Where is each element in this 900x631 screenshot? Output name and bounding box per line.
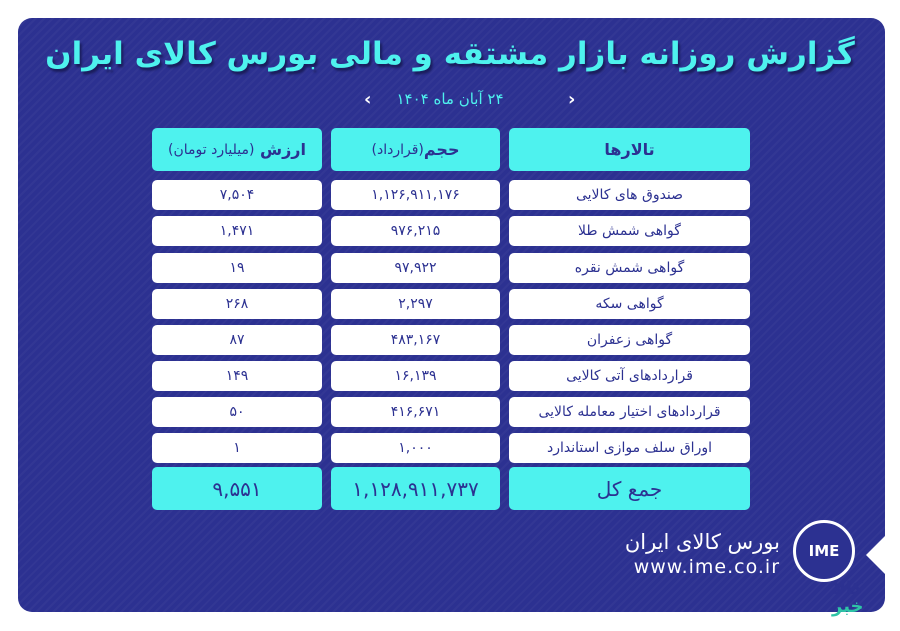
total-label: جمع کل — [509, 467, 750, 510]
brand-block: بورس کالای ایران www.ime.co.ir — [610, 530, 780, 578]
page-title: گزارش روزانه بازار مشتقه و مالی بورس کال… — [45, 36, 855, 72]
chevron-left-icon: ‹ — [364, 89, 372, 110]
row-name: قراردادهای آتی کالایی — [509, 361, 750, 391]
watermark-top: کالا — [832, 578, 864, 599]
header-volume: حجم (قرارداد) — [331, 128, 500, 171]
header-value-unit: (میلیارد تومان) — [168, 141, 255, 158]
watermark-logo: کالا خبر — [832, 580, 864, 616]
row-name: اوراق سلف موازی استاندارد — [509, 433, 750, 463]
row-name: گواهی شمش نقره — [509, 253, 750, 283]
row-value: ۵۰ — [152, 397, 322, 427]
row-volume: ۱,۱۲۶,۹۱۱,۱۷۶ — [331, 180, 500, 210]
row-value: ۸۷ — [152, 325, 322, 355]
row-value: ۱۹ — [152, 253, 322, 283]
watermark-bottom: خبر — [832, 596, 864, 617]
row-name: گواهی زعفران — [509, 325, 750, 355]
row-name: قراردادهای اختیار معامله کالایی — [509, 397, 750, 427]
brand-name: بورس کالای ایران — [624, 530, 780, 554]
header-volume-unit: (قرارداد) — [371, 141, 424, 158]
row-value: ۱ — [152, 433, 322, 463]
panel-notch — [866, 535, 886, 575]
ime-logo-icon: IME — [793, 520, 855, 582]
header-value-label: ارزش — [260, 140, 306, 159]
report-date: ۲۴ آبان ماه ۱۴۰۴ — [396, 90, 504, 108]
row-volume: ۱۶,۱۳۹ — [331, 361, 500, 391]
row-name: گواهی شمش طلا — [509, 216, 750, 246]
row-value: ۷,۵۰۴ — [152, 180, 322, 210]
row-value: ۲۶۸ — [152, 289, 322, 319]
row-name: صندوق های کالایی — [509, 180, 750, 210]
header-halls: تالارها — [509, 128, 750, 171]
row-name: گواهی سکه — [509, 289, 750, 319]
row-volume: ۹۷,۹۲۲ — [331, 253, 500, 283]
row-value: ۱,۴۷۱ — [152, 216, 322, 246]
brand-url: www.ime.co.ir — [633, 556, 780, 578]
row-volume: ۲,۲۹۷ — [331, 289, 500, 319]
header-value: ارزش (میلیارد تومان) — [152, 128, 322, 171]
chevron-right-icon: › — [568, 89, 576, 110]
row-volume: ۹۷۶,۲۱۵ — [331, 216, 500, 246]
total-volume: ۱,۱۲۸,۹۱۱,۷۳۷ — [331, 467, 500, 510]
total-value: ۹,۵۵۱ — [152, 467, 322, 510]
row-volume: ۴۸۳,۱۶۷ — [331, 325, 500, 355]
header-volume-label: حجم — [423, 140, 460, 159]
row-value: ۱۴۹ — [152, 361, 322, 391]
row-volume: ۴۱۶,۶۷۱ — [331, 397, 500, 427]
row-volume: ۱,۰۰۰ — [331, 433, 500, 463]
